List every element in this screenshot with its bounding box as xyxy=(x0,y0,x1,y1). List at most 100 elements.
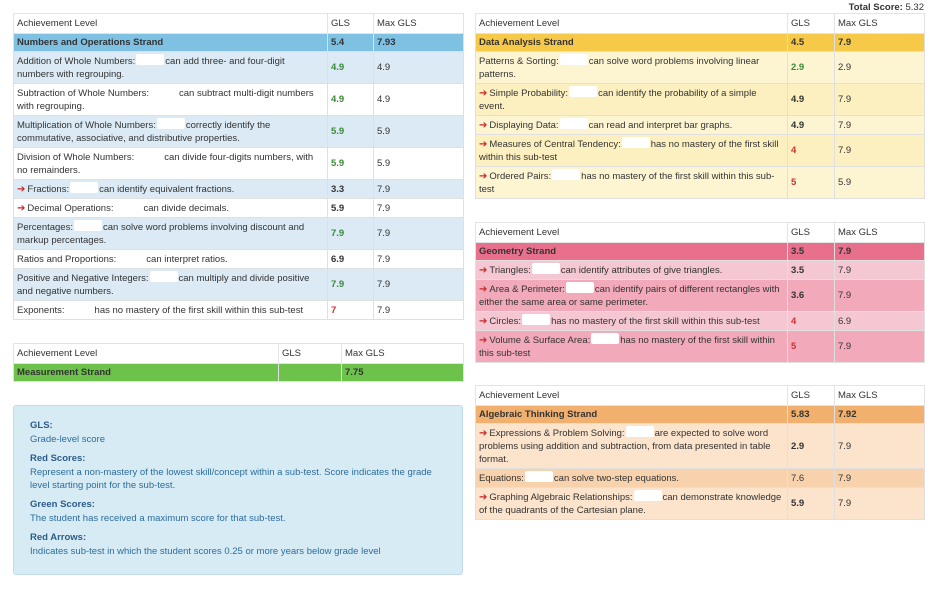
subtest-row: Exponents: has no mastery of the first sk… xyxy=(13,300,464,320)
strand-gls: 5.83 xyxy=(787,405,835,424)
subtest-gls: 5.9 xyxy=(327,198,374,218)
header-achievement-level: Achievement Level xyxy=(475,13,788,34)
subtest-name: Displaying Data: xyxy=(489,120,559,131)
numbers-tbody: Achievement Level GLS Max GLS Numbers and O… xyxy=(13,13,464,320)
subtest-cell: Ratios and Proportions: can interpret rat… xyxy=(13,249,328,269)
student-name-blank xyxy=(70,182,99,193)
subtest-description: can divide decimals. xyxy=(143,203,229,214)
header-row: Achievement Level GLS Max GLS xyxy=(475,222,925,243)
subtest-name: Addition of Whole Numbers: xyxy=(17,56,136,67)
subtest-cell: ➔ Ordered Pairs: has no mastery of the fir… xyxy=(475,166,788,199)
subtest-cell: ➔ Area & Perimeter: can identify pairs of … xyxy=(475,279,788,312)
header-max-gls: Max GLS xyxy=(341,343,464,364)
subtest-name: Circles: xyxy=(489,316,522,327)
subtest-row: ➔ Expressions & Problem Solving: are expec… xyxy=(475,423,925,469)
subtest-description: correctly identify the commutative, asso… xyxy=(17,120,271,144)
red-arrow-icon: ➔ xyxy=(479,171,488,182)
student-name-blank xyxy=(625,426,654,437)
subtest-cell: Multiplication of Whole Numbers: correctl… xyxy=(13,115,328,148)
subtest-cell: Division of Whole Numbers: can divide fou… xyxy=(13,147,328,180)
strand-gls: 3.5 xyxy=(787,242,835,261)
subtest-cell: Exponents: has no mastery of the first sk… xyxy=(13,300,328,320)
header-row: Achievement Level GLS Max GLS xyxy=(475,385,925,406)
subtest-description: can solve two-step equations. xyxy=(553,473,680,484)
subtest-gls: 5.9 xyxy=(787,487,835,520)
red-arrow-icon: ➔ xyxy=(479,120,488,131)
geometry-table: Achievement Level GLS Max GLS Geometry Stra… xyxy=(475,222,925,363)
subtest-gls: 5 xyxy=(787,330,835,363)
subtest-name: Exponents: xyxy=(17,305,65,316)
legend-description: Indicates sub-test in which the student … xyxy=(30,546,381,557)
subtest-gls: 4.9 xyxy=(787,115,835,135)
legend-description: Represent a non-mastery of the lowest sk… xyxy=(30,467,432,491)
student-name-blank xyxy=(559,118,588,129)
subtest-gls: 3.6 xyxy=(787,279,835,312)
subtest-description: can demonstrate knowledge of the quadran… xyxy=(479,492,782,516)
subtest-gls: 4 xyxy=(787,134,835,167)
red-arrow-icon: ➔ xyxy=(17,203,26,214)
subtest-gls: 5 xyxy=(787,166,835,199)
subtest-row: Multiplication of Whole Numbers: correctl… xyxy=(13,115,464,148)
student-name-blank xyxy=(135,150,164,161)
geom-tbody: Achievement Level GLS Max GLS Geometry Stra… xyxy=(475,222,925,363)
strand-max-gls: 7.93 xyxy=(373,33,464,52)
subtest-max-gls: 7.9 xyxy=(834,115,925,135)
strand-row: Numbers and Operations Strand 5.4 7.93 xyxy=(13,33,464,52)
subtest-row: ➔ Ordered Pairs: has no mastery of the fir… xyxy=(475,166,925,199)
student-name-blank xyxy=(522,314,551,325)
subtest-row: ➔ Volume & Surface Area: has no mastery of… xyxy=(475,330,925,363)
data-analysis-table: Achievement Level GLS Max GLS Data Analysis… xyxy=(475,13,925,199)
subtest-max-gls: 5.9 xyxy=(373,115,464,148)
subtest-name: Decimal Operations: xyxy=(27,203,114,214)
subtest-cell: ➔ Displaying Data: can read and interpret … xyxy=(475,115,788,135)
header-max-gls: Max GLS xyxy=(373,13,464,34)
subtest-cell: ➔ Fractions: can identify equivalent fract… xyxy=(13,179,328,199)
subtest-gls: 2.9 xyxy=(787,51,835,84)
measure-tbody: Achievement Level GLS Max GLS Measurement S… xyxy=(13,343,464,382)
subtest-max-gls: 7.9 xyxy=(373,300,464,320)
subtest-description: can identify attributes of give triangle… xyxy=(560,265,723,276)
subtest-row: ➔ Graphing Algebraic Relationships: can de… xyxy=(475,487,925,520)
subtest-max-gls: 4.9 xyxy=(373,83,464,116)
header-max-gls: Max GLS xyxy=(834,222,925,243)
red-arrow-icon: ➔ xyxy=(479,428,488,439)
subtest-description: can identify equivalent fractions. xyxy=(99,184,235,195)
subtest-row: Division of Whole Numbers: can divide fou… xyxy=(13,147,464,180)
subtest-description: has no mastery of the first skill within… xyxy=(479,335,775,359)
subtest-name: Equations: xyxy=(479,473,524,484)
subtest-gls: 6.9 xyxy=(327,249,374,269)
strand-row: Geometry Strand 3.5 7.9 xyxy=(475,242,925,261)
red-arrow-icon: ➔ xyxy=(479,139,488,150)
subtest-name: Ratios and Proportions: xyxy=(17,254,117,265)
subtest-cell: ➔ Expressions & Problem Solving: are expec… xyxy=(475,423,788,469)
student-name-blank xyxy=(552,169,581,180)
subtest-cell: Positive and Negative Integers: can multi… xyxy=(13,268,328,301)
subtest-gls: 3.5 xyxy=(787,260,835,280)
total-score-value: 5.32 xyxy=(905,2,925,13)
subtest-gls: 5.9 xyxy=(327,115,374,148)
subtest-name: Volume & Surface Area: xyxy=(489,335,591,346)
subtest-gls: 3.3 xyxy=(327,179,374,199)
subtest-max-gls: 7.9 xyxy=(834,134,925,167)
subtest-row: ➔ Triangles: can identify attributes of gi… xyxy=(475,260,925,280)
subtest-max-gls: 7.9 xyxy=(834,260,925,280)
strand-gls: 5.4 xyxy=(327,33,374,52)
header-gls: GLS xyxy=(278,343,342,364)
subtest-cell: ➔ Decimal Operations: can divide decimals. xyxy=(13,198,328,218)
subtest-description: are expected to solve word problems usin… xyxy=(479,428,771,465)
student-name-blank xyxy=(591,333,620,344)
subtest-row: Positive and Negative Integers: can multi… xyxy=(13,268,464,301)
strand-gls: 4.5 xyxy=(787,33,835,52)
subtest-row: Ratios and Proportions: can interpret rat… xyxy=(13,249,464,269)
red-arrow-icon: ➔ xyxy=(17,184,26,195)
header-row: Achievement Level GLS Max GLS xyxy=(475,13,925,34)
subtest-row: ➔ Area & Perimeter: can identify pairs of … xyxy=(475,279,925,312)
subtest-name: Triangles: xyxy=(489,265,531,276)
student-name-blank xyxy=(569,86,598,97)
strand-row: Data Analysis Strand 4.5 7.9 xyxy=(475,33,925,52)
subtest-cell: Patterns & Sorting: can solve word proble… xyxy=(475,51,788,84)
subtest-description: can read and interpret bar graphs. xyxy=(588,120,733,131)
subtest-row: ➔ Circles: has no mastery of the first ski… xyxy=(475,311,925,331)
subtest-description: has no mastery of the first skill within… xyxy=(94,305,304,316)
data-tbody: Achievement Level GLS Max GLS Data Analysis… xyxy=(475,13,925,199)
